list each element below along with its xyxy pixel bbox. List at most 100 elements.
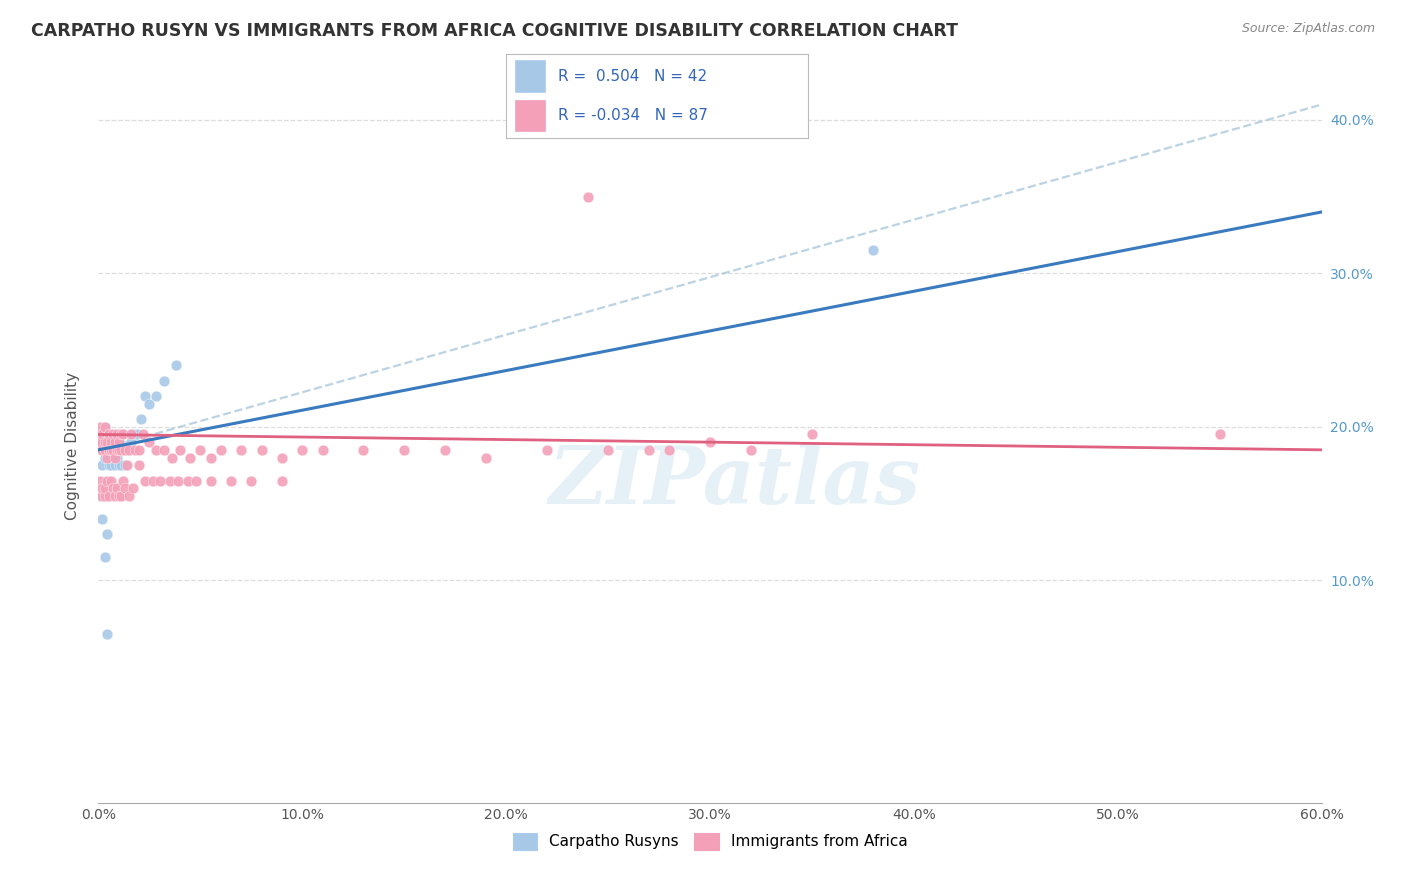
Point [118,442,141,457]
Point [114,481,136,495]
Point [96,627,118,641]
Point [188,442,212,457]
Point [93,450,115,465]
Point [100,442,122,457]
Point [91,442,114,457]
Point [93,489,115,503]
Point [434,442,457,457]
FancyBboxPatch shape [515,61,546,92]
Point [89,489,111,503]
Point [392,442,416,457]
Point [312,442,335,457]
Point [134,389,156,403]
Text: ZIPatlas: ZIPatlas [548,443,921,520]
Point [100,458,122,473]
Point [250,442,273,457]
Point [231,442,253,457]
Point [105,450,128,465]
Point [200,450,222,465]
Text: R =  0.504   N = 42: R = 0.504 N = 42 [558,69,707,84]
Point [138,397,160,411]
Point [110,489,132,503]
Point [101,481,124,495]
Point [93,419,115,434]
Point [96,450,118,465]
Point [219,474,242,488]
Point [110,458,132,473]
Point [142,474,165,488]
Point [138,435,160,450]
Point [128,442,150,457]
Point [118,442,141,457]
Point [145,389,167,403]
Point [270,474,294,488]
Point [108,435,131,450]
Point [97,458,120,473]
Point [101,450,124,465]
Point [186,474,208,488]
Point [100,474,122,488]
Point [91,442,114,457]
Point [114,442,136,457]
Point [108,435,131,450]
Point [100,435,122,450]
Point [101,442,124,457]
Legend: Carpatho Rusyns, Immigrants from Africa: Carpatho Rusyns, Immigrants from Africa [506,827,914,855]
Point [96,527,118,541]
Point [110,427,132,442]
Point [93,435,115,450]
Text: Source: ZipAtlas.com: Source: ZipAtlas.com [1241,22,1375,36]
Point [114,458,136,473]
Point [576,189,599,203]
Point [108,442,131,457]
Point [801,427,824,442]
Point [120,427,142,442]
Point [97,450,120,465]
Point [97,427,120,442]
Point [145,442,167,457]
Point [699,435,721,450]
Point [105,427,128,442]
Point [104,442,127,457]
Point [89,435,111,450]
Point [91,458,114,473]
Point [160,450,183,465]
Point [96,442,118,457]
Point [127,427,149,442]
Point [111,474,134,488]
Point [637,442,661,457]
Point [115,442,138,457]
Point [291,442,314,457]
Point [93,481,115,495]
Point [129,412,152,426]
Point [105,435,128,450]
Point [598,442,620,457]
Text: CARPATHO RUSYN VS IMMIGRANTS FROM AFRICA COGNITIVE DISABILITY CORRELATION CHART: CARPATHO RUSYN VS IMMIGRANTS FROM AFRICA… [31,22,957,40]
Point [110,442,132,457]
Point [96,435,118,450]
Point [105,481,128,495]
Text: R = -0.034   N = 87: R = -0.034 N = 87 [558,108,707,123]
Point [134,474,156,488]
Point [122,481,145,495]
Point [101,427,124,442]
Point [110,442,132,457]
Point [91,512,114,526]
Point [89,474,111,488]
Point [536,442,558,457]
Point [91,481,114,495]
Point [108,458,131,473]
Point [111,442,134,457]
Point [97,442,120,457]
Point [152,374,174,388]
Point [104,450,127,465]
Point [104,435,127,450]
Point [93,435,115,450]
Point [115,458,138,473]
Point [167,474,190,488]
Point [104,489,127,503]
Point [179,450,201,465]
Point [209,442,232,457]
Point [658,442,681,457]
Point [111,427,134,442]
